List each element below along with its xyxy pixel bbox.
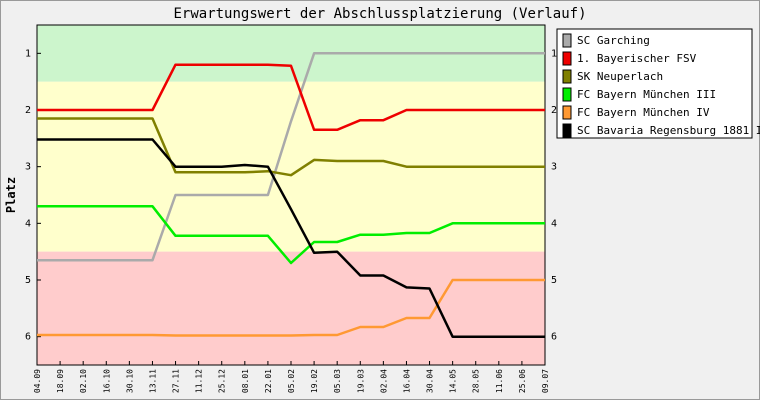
series-lines [37,52,545,338]
y-tick-label-left: 4 [25,218,31,229]
y-tick-label-left: 2 [25,105,31,116]
x-tick-label: 19.02 [310,369,319,393]
x-tick-label: 14.05 [449,369,458,393]
legend-label-6: SC Bavaria Regensburg 1881 II [577,124,760,137]
x-tick-label: 16.10 [102,369,111,393]
x-tick-label: 04.09 [33,369,42,393]
chart-title: Erwartungswert der Abschlussplatzierung … [173,6,586,22]
series-line-3 [37,117,545,177]
y-tick-label-right: 6 [551,332,557,343]
x-tick-label: 09.07 [541,369,550,393]
x-tick-label: 30.04 [426,369,435,393]
legend-swatch-4 [562,87,572,102]
x-tick-label: 05.02 [287,369,296,393]
y-tick-label-right: 3 [551,162,557,173]
legend-label-3: SK Neuperlach [577,70,663,83]
x-tick-label: 02.10 [79,369,88,393]
x-axis-ticks: 04.09 18.09 02.10 16.10 30.10 13.11 27.11 11.12… [33,361,550,393]
x-tick-label: 25.06 [518,369,527,393]
x-tick-label: 28.05 [472,369,481,393]
legend-label-4: FC Bayern München III [577,88,716,101]
x-tick-label: 05.03 [333,369,342,393]
series-line-2 [37,63,545,132]
x-tick-label: 22.01 [264,369,273,393]
legend-swatch-3 [562,69,572,84]
legend-swatch-1 [562,33,572,48]
x-tick-label: 25.12 [218,369,227,393]
legend-swatch-5 [562,105,572,120]
y-axis-label: Platz [4,177,18,213]
x-tick-label: 30.10 [125,369,134,393]
legend-swatch-2 [562,51,572,66]
rank-bands [37,25,545,365]
x-tick-label: 02.04 [379,369,388,393]
y-tick-label-right: 2 [551,105,557,116]
x-tick-label: 13.11 [148,369,157,393]
series-line-4 [37,205,545,265]
legend-label-2: 1. Bayerischer FSV [577,52,697,65]
legend-box [556,28,753,139]
legend: SC Garching 1. Bayerischer FSV SK Neuperla… [556,28,760,139]
x-tick-label: 08.01 [241,369,250,393]
rank-band-3 [37,251,545,365]
x-tick-label: 11.12 [195,369,204,393]
x-tick-label: 18.09 [56,369,65,393]
series-line-5 [37,278,545,337]
x-tick-label: 27.11 [172,369,181,393]
y-tick-label-right: 5 [551,275,557,286]
y-tick-label-left: 3 [25,162,31,173]
series-line-1 [37,52,545,262]
y-tick-label-right: 4 [551,218,557,229]
y-tick-label-left: 1 [25,48,31,59]
x-tick-label: 16.04 [402,369,411,393]
y-axis-ticks: 1 1 2 2 3 3 4 4 5 5 6 6 [25,48,557,342]
x-tick-label: 11.06 [495,369,504,393]
y-tick-label-left: 6 [25,332,31,343]
x-tick-label: 19.03 [356,369,365,393]
legend-label-1: SC Garching [577,34,650,47]
y-tick-label-left: 5 [25,275,31,286]
y-tick-label-right: 1 [551,48,557,59]
legend-swatch-6 [562,123,572,138]
series-line-6 [37,138,545,338]
legend-label-5: FC Bayern München IV [577,106,710,119]
